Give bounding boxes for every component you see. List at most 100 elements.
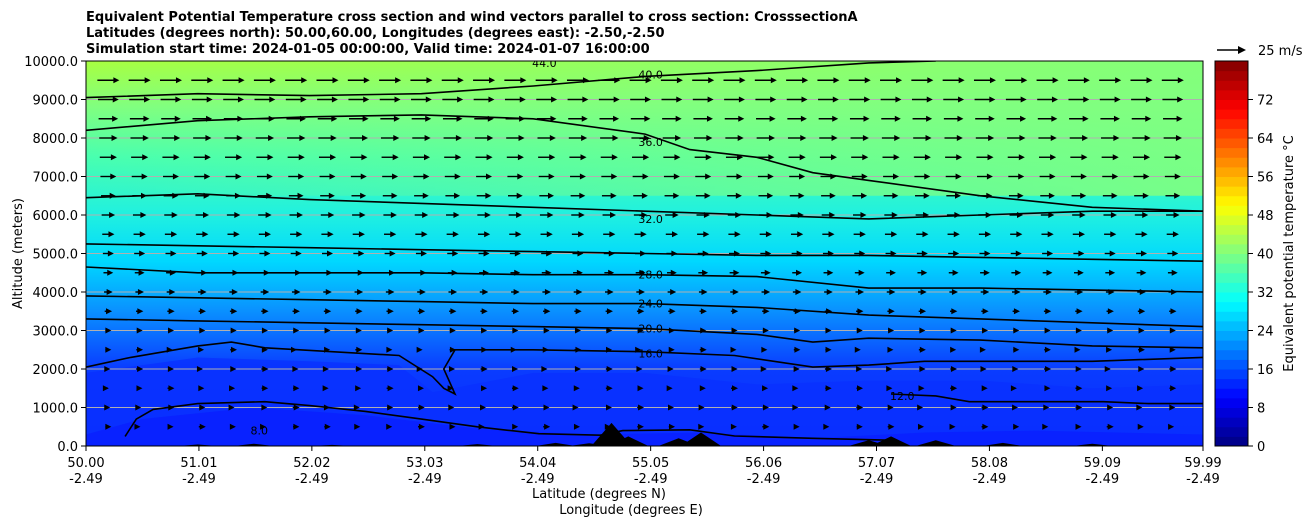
wind-vector — [915, 192, 930, 199]
wind-vector — [981, 404, 989, 411]
wind-vector-head — [357, 289, 364, 295]
wind-vector-head — [737, 135, 744, 141]
wind-vector — [636, 366, 643, 372]
contour-line — [86, 295, 1203, 328]
wind-vector — [698, 404, 705, 411]
wind-vector — [818, 96, 839, 103]
wind-vector — [324, 327, 331, 334]
wind-vector — [606, 327, 613, 334]
wind-vector — [1133, 173, 1150, 180]
wind-vector — [1163, 135, 1182, 141]
wind-vector-head — [138, 269, 145, 276]
wind-vector-head — [449, 346, 456, 353]
wind-vector-head — [393, 135, 400, 141]
wind-vector — [413, 173, 430, 180]
x-tick-label-lat: 51.01 — [180, 456, 217, 471]
wind-vector — [354, 289, 364, 295]
wind-vector-head — [1104, 366, 1111, 372]
wind-vector — [853, 231, 866, 238]
wind-vector — [539, 212, 554, 218]
wind-vector — [573, 289, 583, 295]
wind-vector — [600, 135, 619, 141]
wind-vector — [441, 77, 464, 84]
wind-vector-head — [1049, 173, 1056, 180]
wind-vector-head — [206, 115, 213, 122]
wind-vector-head — [582, 96, 589, 103]
wind-vector-head — [640, 250, 647, 257]
wind-vector-head — [762, 404, 769, 411]
wind-vector — [668, 423, 676, 430]
wind-vector-head — [300, 96, 307, 103]
wind-vector — [786, 96, 808, 103]
colorbar-tick-label: 16 — [1257, 363, 1274, 378]
x-tick-label-lon: -2.49 — [973, 472, 1007, 487]
wind-vector-head — [608, 269, 615, 276]
wind-vector — [1169, 366, 1177, 372]
wind-vector — [292, 366, 299, 372]
wind-vector — [512, 327, 519, 334]
wind-vector-head — [641, 192, 648, 199]
wind-vector-head — [294, 289, 301, 295]
wind-vector — [918, 346, 926, 353]
wind-vector-head — [674, 154, 681, 161]
wind-vector-head — [731, 366, 738, 372]
wind-vector — [817, 77, 840, 84]
x-tick-label-lon: -2.49 — [1086, 472, 1120, 487]
wind-vector-head — [266, 192, 273, 199]
wind-vector-head — [237, 96, 244, 103]
colorbar-segment — [1215, 138, 1248, 149]
wind-vector — [291, 289, 301, 295]
wind-vector — [700, 327, 707, 334]
wind-vector-head — [1012, 404, 1019, 411]
wind-vector-head — [918, 385, 925, 392]
wind-vector — [476, 173, 492, 180]
wind-vector — [600, 154, 618, 161]
wind-vector-head — [703, 231, 710, 238]
wind-vector — [636, 289, 645, 295]
wind-vector — [819, 154, 837, 161]
wind-vector — [386, 346, 393, 353]
wind-vector-head — [609, 231, 616, 238]
contour-line — [86, 61, 936, 99]
wind-vector — [538, 154, 556, 161]
wind-vector-head — [731, 385, 738, 392]
wind-vector — [1137, 308, 1146, 315]
wind-vector-head — [957, 115, 964, 122]
wind-vector-head — [730, 346, 737, 353]
wind-vector — [789, 192, 805, 199]
wind-vector — [637, 404, 645, 411]
x-tick-label-lat: 54.04 — [519, 456, 556, 471]
wind-vector — [222, 77, 245, 84]
colorbar-segment — [1215, 195, 1248, 206]
wind-vector — [849, 115, 870, 122]
wind-vector — [698, 289, 708, 295]
wind-vector — [823, 269, 834, 276]
wind-vector-head — [293, 385, 300, 392]
wind-vector-head — [949, 423, 956, 430]
wind-vector-head — [545, 269, 552, 276]
wind-vector — [1099, 96, 1121, 103]
wind-vector — [699, 385, 706, 392]
y-tick-label: 0.0 — [57, 440, 78, 455]
wind-vector-head — [606, 404, 613, 411]
wind-vector-head — [676, 77, 683, 84]
wind-vector — [255, 115, 275, 122]
wind-vector — [917, 404, 924, 411]
wind-vector-head — [985, 212, 992, 218]
x-tick-label-lat: 56.06 — [745, 456, 782, 471]
wind-vector-head — [139, 231, 146, 238]
wind-vector-head — [134, 423, 141, 430]
wind-vector-head — [577, 250, 584, 257]
wind-vector — [385, 269, 396, 276]
wind-vector-head — [644, 115, 651, 122]
wind-vector — [477, 212, 491, 218]
wind-vector-head — [201, 250, 208, 257]
wind-vector — [856, 308, 864, 315]
wind-vector-head — [517, 173, 524, 180]
wind-vector-head — [391, 192, 398, 199]
wind-vector-head — [1016, 231, 1023, 238]
wind-vector — [667, 269, 677, 276]
wind-vector — [762, 385, 769, 392]
wind-vector — [975, 115, 995, 122]
wind-vector-head — [638, 289, 645, 295]
